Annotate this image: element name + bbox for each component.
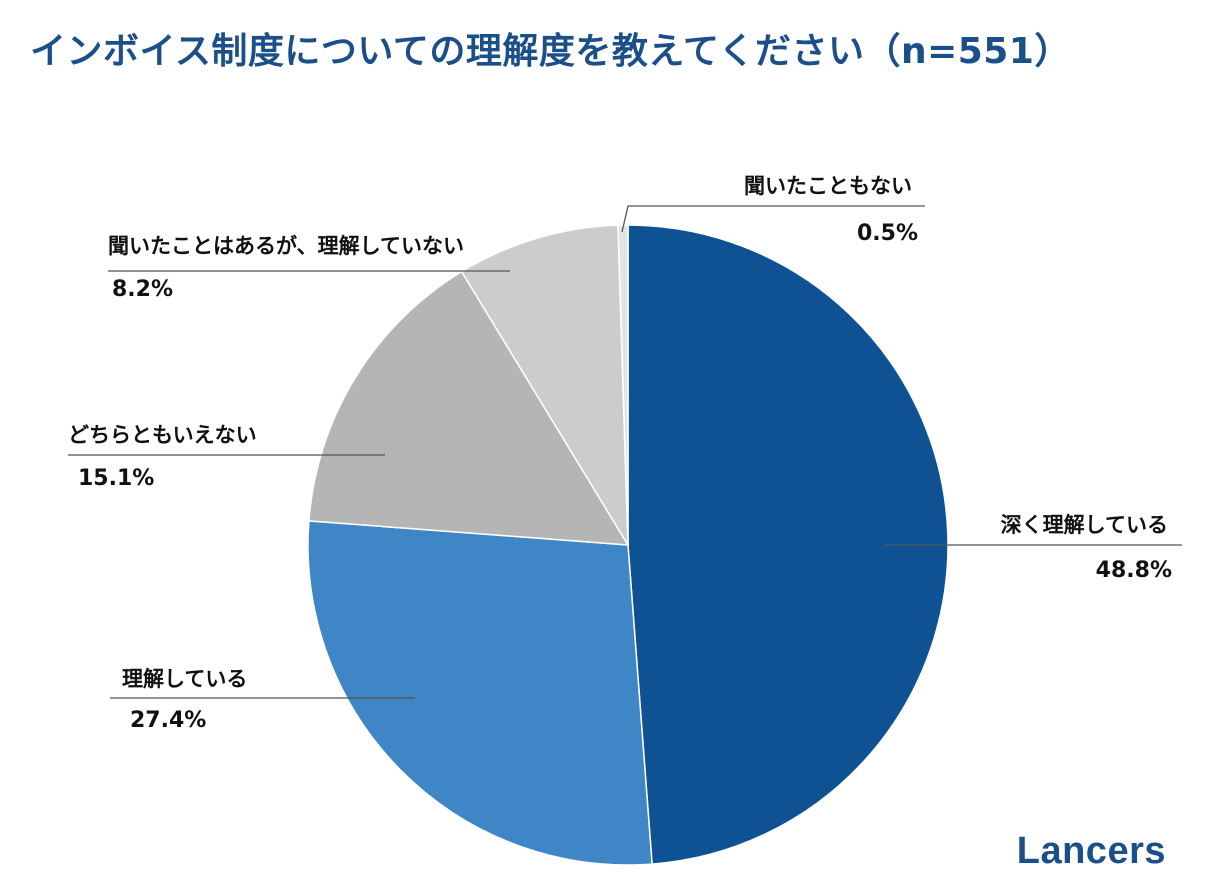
slice-label-value-3: 15.1% [78,466,154,491]
leader-lines [68,205,1182,699]
slice-label-value-2: 27.4% [130,708,206,733]
slice-label-value-4: 8.2% [112,277,173,302]
pie-slices [307,224,949,866]
slice-label-name-3: どちらともいえない [68,423,257,447]
slice-label-value-5: 0.5% [857,221,918,246]
pie-slice-3 [308,270,630,546]
slice-label-name-2: 理解している [122,667,247,691]
pie-slice-1 [627,224,949,865]
slice-labels: 深く理解している 48.8% 理解している 27.4% どちらともいえない 15.1% 聞い… [68,174,1172,733]
chart-title: インボイス制度についての理解度を教えてください（n=551） [30,31,1071,72]
slice-label-value-1: 48.8% [1096,558,1172,583]
slice-label-name-5: 聞いたこともない [744,174,912,198]
leader-line-5 [621,205,925,233]
pie-slice-2 [307,520,653,866]
pie-slice-4 [460,224,629,548]
slice-label-name-1: 深く理解している [1001,513,1168,537]
slice-label-name-4: 聞いたことはあるが、理解していない [108,234,464,258]
lancers-logo: Lancers [1016,830,1166,872]
